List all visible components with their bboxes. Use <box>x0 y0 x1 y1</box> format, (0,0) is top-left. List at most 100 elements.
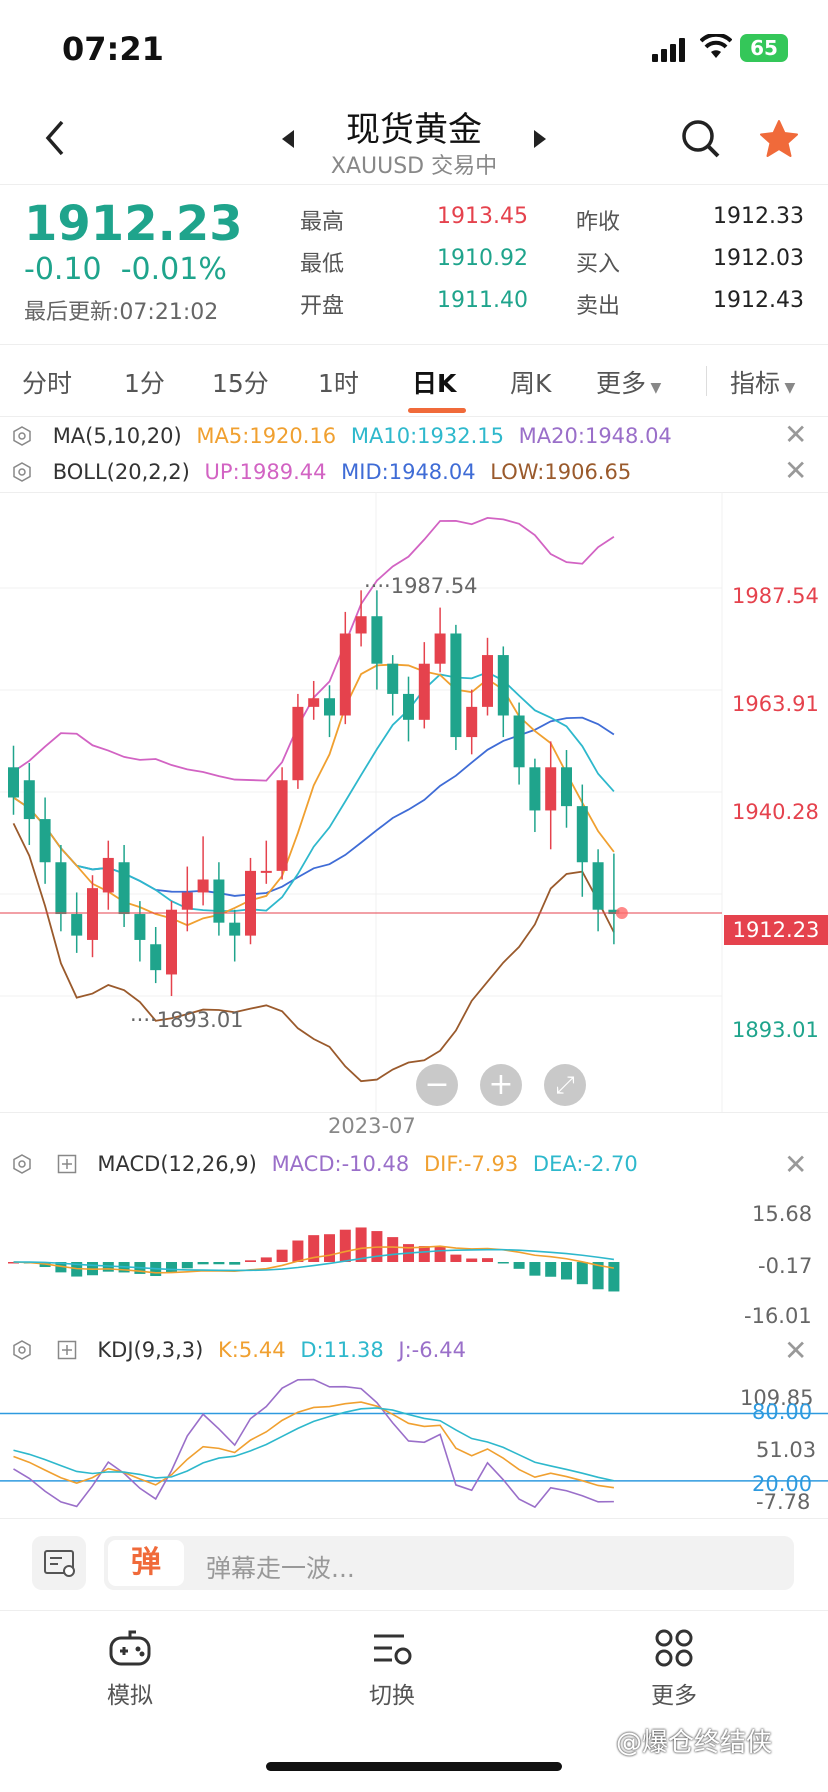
candle-body <box>497 655 509 716</box>
divider <box>0 344 828 345</box>
prev-symbol-icon[interactable] <box>282 130 294 148</box>
close-kdj-icon[interactable]: ✕ <box>784 1334 808 1367</box>
boll-name: BOLL(20,2,2) <box>52 460 190 484</box>
candle-body <box>118 862 130 915</box>
candle-body <box>608 909 620 915</box>
grid-more-icon[interactable] <box>654 1628 694 1668</box>
nav-more[interactable]: 更多 <box>651 1683 697 1709</box>
card-icon[interactable] <box>32 1536 86 1590</box>
candle-body <box>418 663 430 720</box>
tab-weekly[interactable]: 周K <box>510 369 552 398</box>
ma-name: MA(5,10,20) <box>52 424 182 448</box>
kdj-axis-3: 51.03 <box>756 1438 817 1462</box>
candle-body <box>39 819 51 863</box>
macd-bar <box>102 1262 114 1272</box>
tab-15min[interactable]: 15分 <box>212 369 269 398</box>
macd-bar <box>513 1262 525 1269</box>
tab-indicators[interactable]: 指标 ▼ <box>730 364 795 400</box>
macd-bar <box>245 1260 256 1262</box>
expand-icon[interactable]: ⤢ <box>544 1064 586 1106</box>
ma5-line <box>12 663 615 927</box>
close-boll-icon[interactable]: ✕ <box>784 454 808 487</box>
dif-value: DIF:-7.93 <box>423 1152 519 1176</box>
macd-axis-low: -16.01 <box>744 1304 812 1328</box>
macd-bar <box>355 1227 367 1262</box>
tab-more[interactable]: 更多 ▼ <box>596 364 661 400</box>
switch-icon[interactable] <box>370 1630 414 1668</box>
settings-hex-icon[interactable] <box>12 1154 32 1174</box>
close-ma-icon[interactable]: ✕ <box>784 418 808 451</box>
ma-indicator-row: MA(5,10,20) MA5:1920.16 MA10:1932.15 MA2… <box>12 424 672 448</box>
boll-indicator-row: BOLL(20,2,2) UP:1989.44 MID:1948.04 LOW:… <box>12 460 631 484</box>
tab-1min[interactable]: 1分 <box>124 369 165 398</box>
candle-body <box>355 616 367 634</box>
tab-intraday[interactable]: 分时 <box>22 369 73 398</box>
macd-bar <box>339 1229 351 1262</box>
macd-bar <box>529 1262 541 1276</box>
candle-body <box>403 693 414 720</box>
j-line <box>13 1378 614 1509</box>
candle-body <box>166 909 177 975</box>
macd-bar <box>166 1262 177 1273</box>
bid-label: 买入 <box>576 252 621 277</box>
candle-body <box>308 698 320 707</box>
add-indicator-icon[interactable] <box>57 1154 77 1174</box>
tab-daily[interactable]: 日K <box>412 369 457 398</box>
macd-bar <box>545 1262 557 1277</box>
add-indicator-icon[interactable] <box>57 1340 77 1360</box>
change-percent: -0.01% <box>120 252 227 287</box>
nav-switch[interactable]: 切换 <box>369 1683 415 1709</box>
candle-body <box>229 922 241 936</box>
current-price-dot <box>615 907 628 920</box>
danmaku-input[interactable] <box>104 1536 794 1590</box>
kdj-axis-5: -7.78 <box>756 1490 811 1514</box>
back-icon[interactable] <box>40 118 70 158</box>
ask-value: 1912.43 <box>713 288 804 313</box>
gamepad-icon[interactable] <box>108 1628 152 1668</box>
dea-line <box>13 1248 615 1272</box>
min-marker-value: 1893.01 <box>156 1008 244 1032</box>
zoom-in-button[interactable]: + <box>480 1064 522 1106</box>
macd-bar <box>197 1262 209 1265</box>
next-symbol-icon[interactable] <box>534 130 546 148</box>
k-line <box>13 1401 615 1489</box>
watermark: @爆仓终结侠 <box>616 1728 773 1758</box>
nav-simulate[interactable]: 模拟 <box>107 1683 153 1709</box>
candle-body <box>545 767 557 811</box>
macd-bar <box>434 1246 446 1262</box>
low-value: 1910.92 <box>437 246 528 271</box>
candle-body <box>324 698 335 716</box>
candle-body <box>102 857 114 893</box>
y-axis-label-2: 1963.91 <box>732 692 819 716</box>
danmaku-placeholder: 弹幕走一波... <box>206 1554 355 1583</box>
macd-bar <box>482 1258 493 1262</box>
ma10-value: MA10:1932.15 <box>350 424 504 448</box>
candlestick-chart[interactable] <box>0 492 828 1112</box>
bid-value: 1912.03 <box>713 246 804 271</box>
macd-bar <box>608 1262 620 1292</box>
close-macd-icon[interactable]: ✕ <box>784 1148 808 1181</box>
settings-hex-icon[interactable] <box>12 1340 32 1360</box>
macd-name: MACD(12,26,9) <box>97 1152 257 1176</box>
search-icon[interactable] <box>680 118 722 160</box>
settings-hex-icon[interactable] <box>12 426 32 446</box>
kdj-axis-1: 109.85 <box>740 1386 814 1410</box>
tab-1hour[interactable]: 1时 <box>318 369 359 398</box>
home-indicator <box>266 1762 562 1771</box>
macd-chart[interactable] <box>0 1192 828 1332</box>
candle-body <box>213 879 225 923</box>
macd-bar <box>450 1254 462 1262</box>
macd-bar <box>387 1237 399 1262</box>
candle-body <box>23 780 35 820</box>
candle-body <box>71 914 83 936</box>
candle-body <box>450 633 462 738</box>
favorite-star-icon[interactable] <box>758 118 800 160</box>
price-change: -0.10 -0.01% <box>24 252 227 287</box>
zoom-out-button[interactable]: − <box>416 1064 458 1106</box>
macd-bar <box>592 1262 604 1290</box>
settings-hex-icon[interactable] <box>12 462 32 482</box>
d-value: D:11.38 <box>300 1338 384 1362</box>
kdj-chart[interactable] <box>0 1374 828 1518</box>
status-time: 07:21 <box>62 30 164 68</box>
min-price-marker: ····1893.01 <box>130 1008 244 1032</box>
